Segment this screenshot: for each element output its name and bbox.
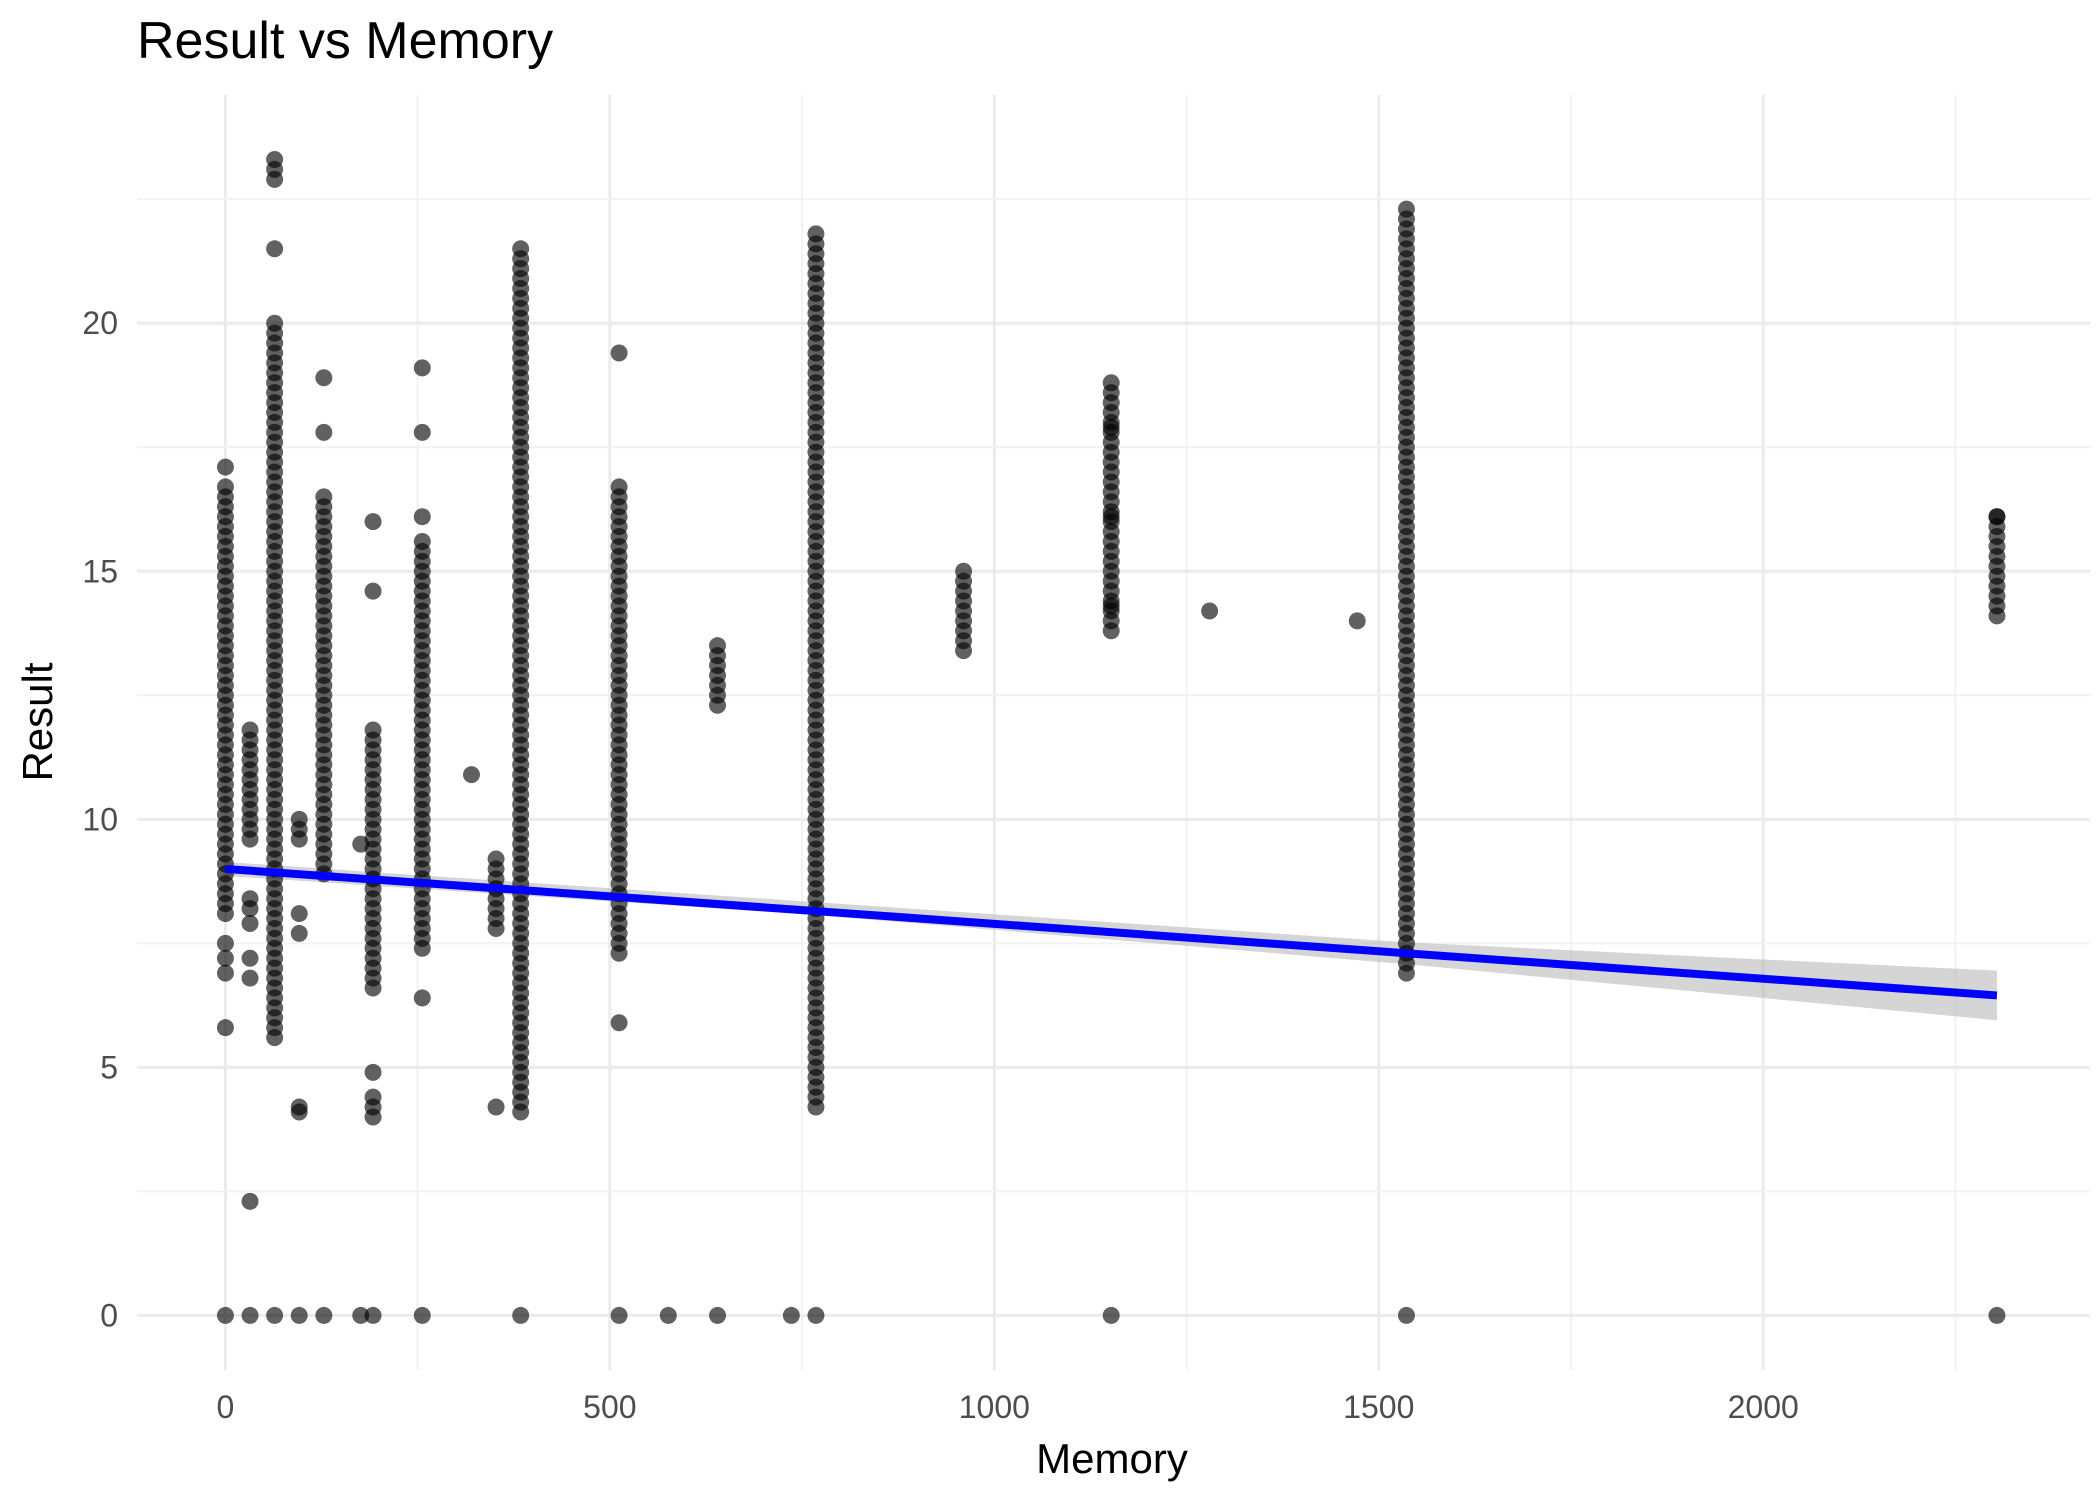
x-tick-label: 2000 xyxy=(1728,1389,1799,1425)
data-point xyxy=(290,810,308,828)
trend-line-path xyxy=(225,864,1998,1000)
data-point xyxy=(216,458,234,476)
trend-line xyxy=(225,864,1998,1000)
data-point xyxy=(1102,508,1120,526)
data-point xyxy=(610,478,628,496)
data-point xyxy=(315,369,333,387)
data-point xyxy=(1397,1306,1415,1324)
data-point xyxy=(462,766,480,784)
data-point xyxy=(512,240,530,258)
data-point xyxy=(216,1019,234,1037)
chart-title: Result vs Memory xyxy=(137,12,553,70)
y-axis-title: Result xyxy=(14,662,61,781)
data-point xyxy=(807,1306,825,1324)
data-point xyxy=(241,1306,259,1324)
data-point xyxy=(1102,597,1120,615)
data-point xyxy=(364,1063,382,1081)
y-tick-label: 20 xyxy=(82,305,118,341)
data-point xyxy=(241,915,259,933)
data-point xyxy=(1397,200,1415,218)
x-tick-label: 1000 xyxy=(959,1389,1030,1425)
data-point xyxy=(266,314,284,332)
data-point xyxy=(1348,612,1366,630)
data-point xyxy=(315,423,333,441)
data-point xyxy=(659,1306,677,1324)
data-point xyxy=(1988,508,2006,526)
data-point xyxy=(241,721,259,739)
data-point xyxy=(290,924,308,942)
y-tick-label: 5 xyxy=(100,1049,118,1085)
data-point xyxy=(1988,1306,2006,1324)
x-tick-label: 0 xyxy=(217,1389,235,1425)
data-point xyxy=(241,969,259,987)
data-point xyxy=(216,478,234,496)
data-point xyxy=(413,508,431,526)
x-axis-ticks: 0 500 1000 1500 2000 xyxy=(217,1389,1799,1425)
data-point xyxy=(413,989,431,1007)
data-point xyxy=(352,1306,370,1324)
data-point xyxy=(413,359,431,377)
data-point xyxy=(512,1306,530,1324)
y-axis-ticks: 0 5 10 15 20 xyxy=(82,305,118,1333)
data-point xyxy=(1102,1306,1120,1324)
data-point xyxy=(364,1306,382,1324)
data-point xyxy=(413,1306,431,1324)
y-tick-label: 10 xyxy=(82,801,118,837)
data-point xyxy=(413,423,431,441)
data-point xyxy=(807,225,825,243)
data-point xyxy=(487,850,505,868)
data-point xyxy=(290,1306,308,1324)
data-point xyxy=(610,1014,628,1032)
data-point xyxy=(266,240,284,258)
y-tick-label: 0 xyxy=(100,1297,118,1333)
data-point xyxy=(315,488,333,506)
data-point xyxy=(241,900,259,918)
data-point xyxy=(216,934,234,952)
data-point xyxy=(782,1306,800,1324)
data-point xyxy=(266,1306,284,1324)
x-tick-label: 1500 xyxy=(1343,1389,1414,1425)
data-point xyxy=(216,1306,234,1324)
data-point xyxy=(610,344,628,362)
x-tick-label: 500 xyxy=(583,1389,636,1425)
data-point xyxy=(266,150,284,168)
data-point xyxy=(709,637,727,655)
data-point xyxy=(364,582,382,600)
data-point xyxy=(364,721,382,739)
data-points xyxy=(216,150,2006,1324)
data-point xyxy=(1201,602,1219,620)
x-axis-title: Memory xyxy=(1036,1435,1188,1482)
data-point xyxy=(610,1306,628,1324)
data-point xyxy=(216,964,234,982)
data-point xyxy=(487,1098,505,1116)
data-point xyxy=(1102,418,1120,436)
data-point xyxy=(290,905,308,923)
data-point xyxy=(955,562,973,580)
data-point xyxy=(364,1108,382,1126)
data-point xyxy=(413,532,431,550)
data-point xyxy=(315,1306,333,1324)
data-point xyxy=(241,1192,259,1210)
data-point xyxy=(709,1306,727,1324)
data-point xyxy=(290,1103,308,1121)
data-point xyxy=(364,513,382,531)
data-point xyxy=(216,949,234,967)
y-tick-label: 15 xyxy=(82,553,118,589)
data-point xyxy=(1102,374,1120,392)
data-point xyxy=(241,949,259,967)
